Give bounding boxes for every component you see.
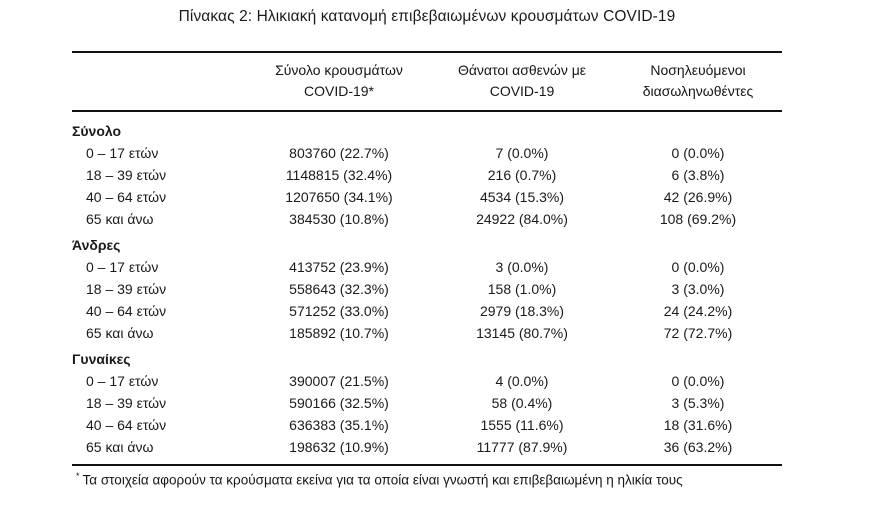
cell-cases: 636383 (35.1%) [289,417,389,433]
cell-cases: 198632 (10.9%) [289,439,389,455]
header-deaths-line1: Θάνατοι ασθενών με [457,62,587,78]
cell-deaths: 13145 (80.7%) [476,325,568,341]
cell-intubated: 24 (24.2%) [663,303,733,319]
row-label: 18 – 39 ετών [86,167,167,183]
cell-cases: 390007 (21.5%) [289,373,389,389]
cell-deaths: 4534 (15.3%) [479,189,565,205]
cell-deaths: 3 (0.0%) [495,259,549,275]
header-intubated-line1: Νοσηλευόμενοι [650,62,746,78]
cell-cases: 590166 (32.5%) [289,395,389,411]
cell-cases: 413752 (23.9%) [289,259,389,275]
table-body: Σύνολο 0 – 17 ετών 803760 (22.7%) 7 (0.0… [72,112,782,464]
header-intubated-line2: διασωληνωθέντες [642,83,754,99]
cell-cases: 1148815 (32.4%) [285,167,393,183]
header-cell-empty [72,60,248,102]
cell-deaths: 11777 (87.9%) [476,439,568,455]
covid-age-distribution-table: Σύνολο κρουσμάτων COVID-19* Θάνατοι ασθε… [72,51,782,488]
header-cell-deaths: Θάνατοι ασθενών με COVID-19 [430,60,614,102]
table-footnote: * Τα στοιχεία αφορούν τα κρούσματα εκείνα… [72,466,782,488]
header-total-cases-line1: Σύνολο κρουσμάτων [275,62,403,78]
cell-deaths: 7 (0.0%) [495,145,549,161]
cell-intubated: 108 (69.2%) [659,211,737,227]
table-row: 40 – 64 ετών 636383 (35.1%) 1555 (11.6%)… [72,414,782,436]
table-row: 65 και άνω 198632 (10.9%) 11777 (87.9%) … [72,436,782,458]
header-deaths-line2: COVID-19 [489,83,555,99]
cell-intubated: 3 (3.0%) [671,281,725,297]
cell-intubated: 0 (0.0%) [671,373,725,389]
cell-deaths: 4 (0.0%) [495,373,549,389]
cell-intubated: 42 (26.9%) [663,189,733,205]
table-row: 18 – 39 ετών 1148815 (32.4%) 216 (0.7%) … [72,164,782,186]
cell-cases: 185892 (10.7%) [289,325,389,341]
cell-intubated: 0 (0.0%) [671,145,725,161]
cell-intubated: 6 (3.8%) [671,167,725,183]
table-row: 0 – 17 ετών 803760 (22.7%) 7 (0.0%) 0 (0… [72,142,782,164]
header-cell-total-cases: Σύνολο κρουσμάτων COVID-19* [248,60,430,102]
cell-deaths: 58 (0.4%) [491,395,553,411]
cell-cases: 1207650 (34.1%) [285,189,393,205]
cell-intubated: 18 (31.6%) [663,417,733,433]
row-label: 40 – 64 ετών [86,303,167,319]
cell-cases: 803760 (22.7%) [289,145,389,161]
row-label: 40 – 64 ετών [86,417,167,433]
cell-cases: 384530 (10.8%) [289,211,389,227]
footnote-text: Τα στοιχεία αφορούν τα κρούσματα εκείνα … [82,472,683,488]
cell-deaths: 24922 (84.0%) [476,211,568,227]
cell-deaths: 2979 (18.3%) [479,303,565,319]
cell-deaths: 216 (0.7%) [487,167,557,183]
header-total-cases-line2: COVID-19* [303,83,375,99]
table-bottom-rule [72,464,782,466]
row-label: 65 και άνω [86,325,154,341]
header-cell-intubated: Νοσηλευόμενοι διασωληνωθέντες [614,60,782,102]
cell-intubated: 36 (63.2%) [663,439,733,455]
row-label: 0 – 17 ετών [86,373,159,389]
table-row: 65 και άνω 185892 (10.7%) 13145 (80.7%) … [72,322,782,344]
table-row: 0 – 17 ετών 390007 (21.5%) 4 (0.0%) 0 (0… [72,370,782,392]
table-row: 18 – 39 ετών 558643 (32.3%) 158 (1.0%) 3… [72,278,782,300]
footnote-asterisk: * [76,471,80,481]
cell-cases: 571252 (33.0%) [289,303,389,319]
row-label: 0 – 17 ετών [86,259,159,275]
section-header-women: Γυναίκες [72,351,131,367]
cell-cases: 558643 (32.3%) [289,281,389,297]
row-label: 40 – 64 ετών [86,189,167,205]
table-row: 0 – 17 ετών 413752 (23.9%) 3 (0.0%) 0 (0… [72,256,782,278]
row-label: 65 και άνω [86,439,154,455]
row-label: 18 – 39 ετών [86,281,167,297]
table-row: 65 και άνω 384530 (10.8%) 24922 (84.0%) … [72,208,782,230]
table-header-row: Σύνολο κρουσμάτων COVID-19* Θάνατοι ασθε… [72,51,782,112]
table-row: 40 – 64 ετών 571252 (33.0%) 2979 (18.3%)… [72,300,782,322]
row-label: 65 και άνω [86,211,154,227]
cell-deaths: 158 (1.0%) [487,281,557,297]
table-title: Πίνακας 2: Ηλικιακή κατανομή επιβεβαιωμέ… [178,8,676,25]
row-label: 18 – 39 ετών [86,395,167,411]
section-header-total: Σύνολο [72,123,122,139]
row-label: 0 – 17 ετών [86,145,159,161]
cell-intubated: 0 (0.0%) [671,259,725,275]
section-header-men: Άνδρες [72,237,121,253]
table-row: 40 – 64 ετών 1207650 (34.1%) 4534 (15.3%… [72,186,782,208]
table-row: 18 – 39 ετών 590166 (32.5%) 58 (0.4%) 3 … [72,392,782,414]
cell-deaths: 1555 (11.6%) [480,417,564,433]
cell-intubated: 72 (72.7%) [663,325,733,341]
cell-intubated: 3 (5.3%) [671,395,725,411]
